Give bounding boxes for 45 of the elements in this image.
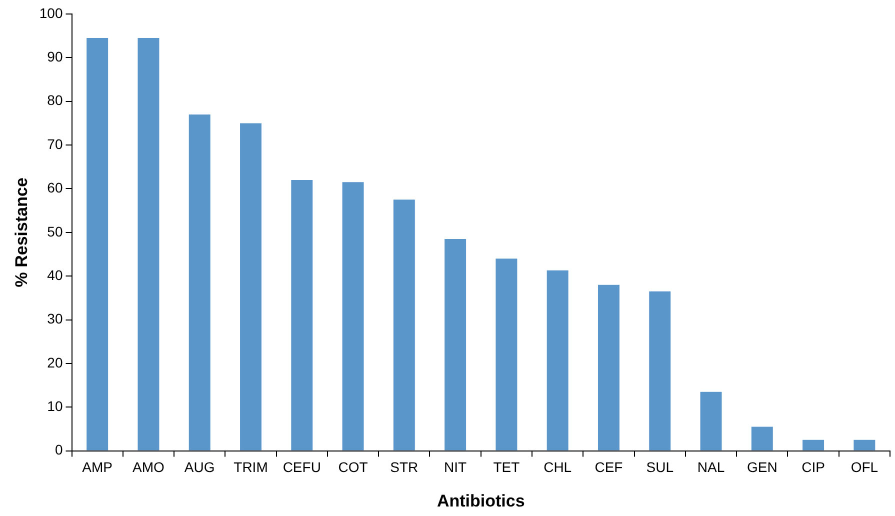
bar [700,392,722,450]
bar [802,440,824,450]
x-tick-label: TRIM [234,459,268,476]
y-tick-label: 40 [47,266,63,283]
bar [751,426,773,450]
x-tick-label: COT [338,459,368,476]
x-tick-label: NAL [697,459,725,476]
y-tick-label: 90 [47,48,63,65]
bar [854,440,876,450]
x-tick-label: SUL [646,459,674,476]
bar [598,284,620,450]
bar [138,38,160,450]
y-tick-label: 0 [54,442,63,458]
x-tick-label: TET [493,459,520,476]
x-tick-label: AUG [184,459,215,476]
y-axis-title: % Resistance [12,178,31,288]
x-tick-label: CIP [802,459,825,476]
x-tick-label: STR [390,459,418,476]
y-tick-label: 80 [47,92,63,108]
y-tick-label: 50 [47,223,63,240]
y-tick-label: 60 [47,180,63,196]
x-tick-label: CEFU [282,459,321,476]
bar [546,270,568,450]
y-tick-label: 10 [47,398,63,414]
y-tick-label: 70 [47,136,63,152]
bar [342,182,364,450]
bar [86,38,108,450]
bar [444,238,466,450]
bar [649,291,671,450]
bar [240,123,262,450]
y-tick-label: 100 [39,4,63,21]
bar [393,200,415,450]
x-tick-label: OFL [850,459,878,476]
y-tick-label: 30 [47,310,63,327]
x-tick-label: NIT [444,459,468,476]
y-tick-label: 20 [47,354,63,370]
x-tick-label: AMO [132,459,165,476]
bar [496,258,518,450]
x-tick-label: AMP [82,459,112,476]
bar [188,114,210,450]
x-tick-label: GEN [746,459,778,476]
x-tick-label: CEF [594,459,623,476]
x-tick-label: CHL [544,459,572,476]
bar [291,180,313,450]
x-axis-title: Antibiotics [436,491,525,510]
